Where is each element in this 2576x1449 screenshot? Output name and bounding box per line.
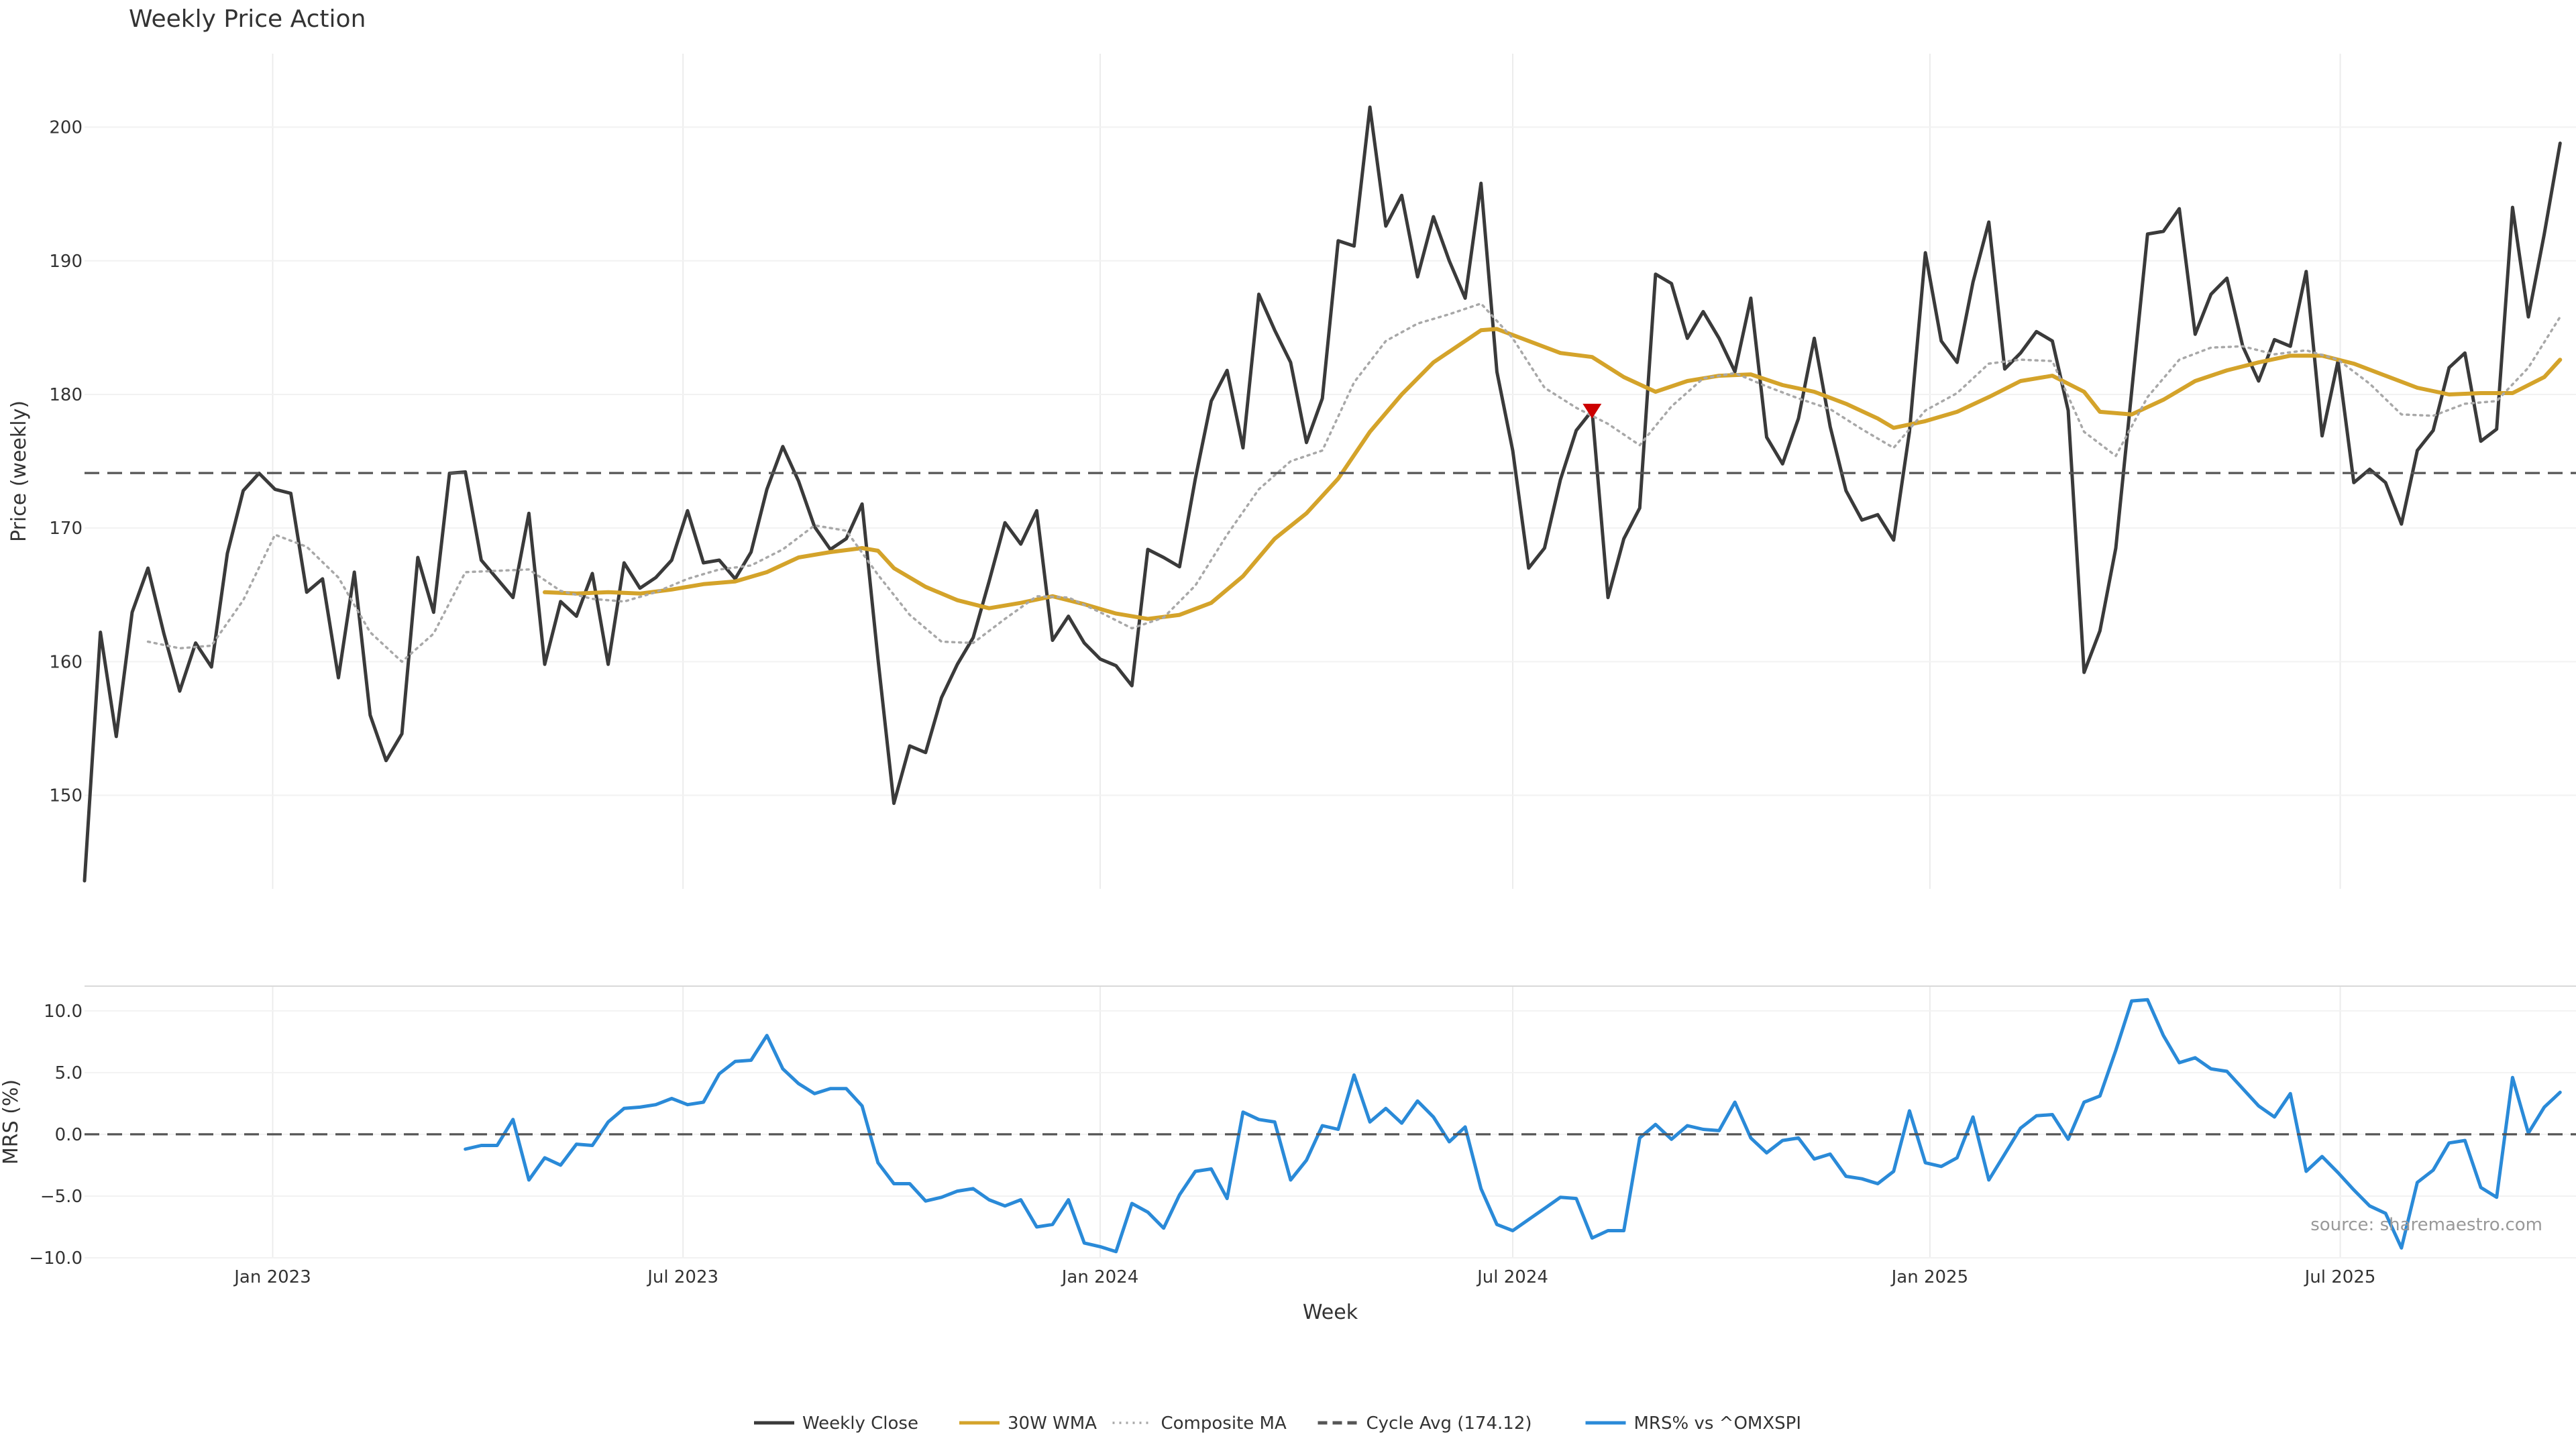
x-tick-label: Jan 2025 [1890, 1267, 1969, 1287]
legend-label: Composite MA [1161, 1413, 1287, 1434]
x-tick-label: Jul 2023 [646, 1267, 718, 1287]
x-tick-label: Jul 2025 [2304, 1267, 2376, 1287]
price-series-30w-wma [543, 327, 2563, 621]
legend-item: Composite MA [1112, 1413, 1287, 1434]
mrs-ytick-label: −10.0 [29, 1248, 83, 1269]
legend-label: Cycle Avg (174.12) [1366, 1413, 1532, 1434]
legend-label: 30W WMA [1008, 1413, 1097, 1434]
price-ytick-label: 190 [49, 252, 83, 272]
price-ytick-label: 160 [49, 652, 83, 672]
price-ytick-label: 200 [49, 118, 83, 138]
signal-marker-triangle [1582, 403, 1602, 419]
price-panel: 150 160 170 180 190 200 Price (weekly) [7, 54, 2576, 889]
price-series-weekly-close [83, 105, 2562, 883]
legend-label: Weekly Close [802, 1413, 918, 1434]
mrs-panel: −10.0 −5.0 0.0 5.0 10.0 MRS (%) Jan 2023 Jul 20… [0, 985, 2576, 1287]
price-ytick-label: 180 [49, 385, 83, 405]
mrs-y-axis-label: MRS (%) [0, 1079, 23, 1165]
mrs-ytick-label: −5.0 [40, 1187, 83, 1207]
mrs-ytick-label: 5.0 [55, 1063, 83, 1083]
chart-title: Weekly Price Action [129, 5, 366, 33]
mrs-ytick-label: 10.0 [44, 1002, 83, 1022]
legend-item: Weekly Close [754, 1413, 918, 1434]
mrs-ytick-label: 0.0 [55, 1125, 83, 1145]
legend-item: 30W WMA [959, 1413, 1097, 1434]
x-axis-label: Week [1303, 1301, 1358, 1324]
source-note: source: sharemaestro.com [2310, 1215, 2542, 1235]
price-series-composite-ma [146, 302, 2562, 663]
price-ytick-label: 170 [49, 519, 83, 539]
price-y-axis-label: Price (weekly) [7, 400, 31, 542]
legend-item: Cycle Avg (174.12) [1318, 1413, 1532, 1434]
legend-item: MRS% vs ^OMXSPI [1585, 1413, 1802, 1434]
x-tick-label: Jul 2024 [1476, 1267, 1548, 1287]
legend: Weekly Close 30W WMA Composite MA Cycle Avg… [754, 1413, 1801, 1434]
mrs-series-mrs-vs-omxspi [464, 998, 2562, 1254]
x-tick-label: Jan 2024 [1061, 1267, 1139, 1287]
price-ytick-label: 150 [49, 786, 83, 806]
legend-label: MRS% vs ^OMXSPI [1634, 1413, 1802, 1434]
x-tick-label: Jan 2023 [233, 1267, 311, 1287]
